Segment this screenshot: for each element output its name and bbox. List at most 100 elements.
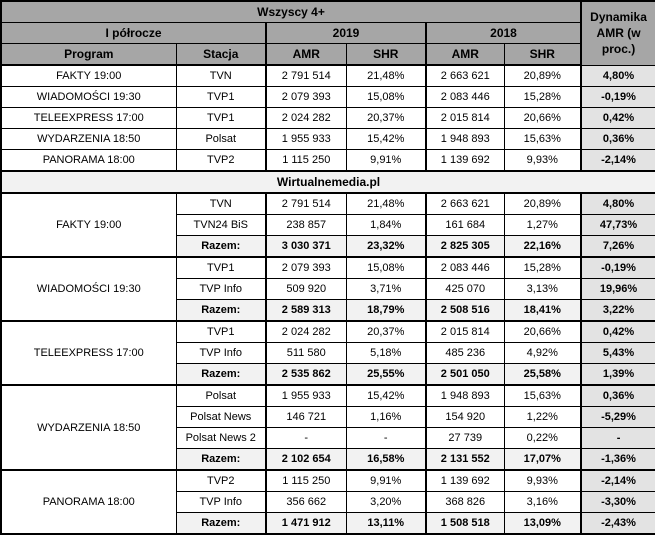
shr-2019-cell: 9,91% <box>345 469 427 492</box>
program-cell: WYDARZENIA 18:50 <box>0 384 177 471</box>
station-cell: TVN24 BiS <box>175 214 267 236</box>
amr-2019-cell: 2 102 654 <box>265 448 347 471</box>
amr-2018-cell: 2 825 305 <box>425 235 505 258</box>
amr-2019-cell: 2 791 514 <box>265 64 347 87</box>
amr-2018-cell: 2 083 446 <box>425 86 505 108</box>
group-wydarzenia-total-row: Razem: 2 102 654 16,58% 2 131 552 17,07%… <box>1 448 655 471</box>
shr-2019-cell: 13,11% <box>345 512 427 535</box>
shr-2018-cell: 3,13% <box>503 278 582 300</box>
shr-2018-cell: 22,16% <box>503 235 582 258</box>
group-teleexpress-row: TELEEXPRESS 17:00 TVP1 2 024 282 20,37% … <box>0 320 655 386</box>
program-cell: FAKTY 19:00 <box>0 192 177 258</box>
shr-2018-cell: 4,92% <box>503 342 582 364</box>
shr-2019-cell: 1,84% <box>345 214 427 236</box>
shr-2018-cell: 15,28% <box>503 256 582 279</box>
group-fakty-total-row: Razem: 3 030 371 23,32% 2 825 305 22,16%… <box>1 235 655 258</box>
amr-2018-cell: 1 948 893 <box>425 128 505 150</box>
shr-2019-cell: 15,42% <box>345 384 427 407</box>
shr-2018-cell: 1,27% <box>503 214 582 236</box>
shr-2019-cell: 21,48% <box>345 192 427 215</box>
amr-2019-cell: 146 721 <box>265 406 347 428</box>
shr-2018-cell: 3,16% <box>503 491 582 513</box>
source-row: Wirtualnemedia.pl <box>0 170 655 194</box>
amr-2019-cell: 1 115 250 <box>265 149 347 172</box>
group-fakty-row: TVN24 BiS 238 857 1,84% 161 684 1,27% 47… <box>1 214 655 236</box>
station-cell: TVN <box>175 192 267 215</box>
shr-2019-cell: 15,08% <box>345 86 427 108</box>
shr-2018-cell: 20,66% <box>503 320 582 343</box>
dynamics-cell: -2,14% <box>580 149 655 172</box>
amr-2019-cell: 511 580 <box>265 342 347 364</box>
shr-2018-cell: 9,93% <box>503 469 582 492</box>
dynamics-cell: 0,36% <box>580 128 655 150</box>
shr-2019-cell: 16,58% <box>345 448 427 471</box>
amr-2018-cell: 2 663 621 <box>425 64 505 87</box>
audience-header: Wszyscy 4+ <box>0 0 582 23</box>
station-cell: TVP Info <box>175 342 267 364</box>
program-cell: WIADOMOŚCI 19:30 <box>0 86 177 108</box>
shr-2019-cell: 1,16% <box>345 406 427 428</box>
station-cell: TVP2 <box>175 149 267 172</box>
shr-2018-cell: 0,22% <box>503 427 582 449</box>
dynamics-cell: -1,36% <box>580 448 655 471</box>
dynamics-cell: 4,80% <box>580 64 655 87</box>
amr-2018-cell: 1 139 692 <box>425 149 505 172</box>
total-label-cell: Razem: <box>175 235 267 258</box>
group-teleexpress-total-row: Razem: 2 535 862 25,55% 2 501 050 25,58%… <box>1 363 655 386</box>
amr-2019-cell: 2 791 514 <box>265 192 347 215</box>
shr-2018-column-header: SHR <box>503 43 582 66</box>
shr-2019-cell: 21,48% <box>345 64 427 87</box>
station-cell: TVP Info <box>175 491 267 513</box>
shr-2019-cell: - <box>345 427 427 449</box>
group-wiadomosci-row: TVP Info 509 920 3,71% 425 070 3,13% 19,… <box>1 278 655 300</box>
amr-2019-cell: 1 115 250 <box>265 469 347 492</box>
shr-2018-cell: 20,66% <box>503 107 582 129</box>
shr-2018-cell: 17,07% <box>503 448 582 471</box>
total-label-cell: Razem: <box>175 512 267 535</box>
station-cell: Polsat News <box>175 406 267 428</box>
amr-2019-cell: 2 024 282 <box>265 107 347 129</box>
amr-2018-cell: 2 663 621 <box>425 192 505 215</box>
audience-header-row: Wszyscy 4+ Dynamika AMR (w proc.) <box>0 0 655 66</box>
amr-2019-cell: 356 662 <box>265 491 347 513</box>
program-cell: FAKTY 19:00 <box>0 64 177 87</box>
program-cell: PANORAMA 18:00 <box>0 469 177 535</box>
dynamics-cell: 47,73% <box>580 214 655 236</box>
column-header-row: Program Stacja AMR SHR AMR SHR <box>0 43 655 66</box>
amr-2019-cell: 509 920 <box>265 278 347 300</box>
amr-2018-cell: 485 236 <box>425 342 505 364</box>
amr-2018-cell: 368 826 <box>425 491 505 513</box>
amr-2019-cell: 1 471 912 <box>265 512 347 535</box>
amr-2018-column-header: AMR <box>425 43 505 66</box>
amr-2018-cell: 425 070 <box>425 278 505 300</box>
station-cell: TVP1 <box>175 256 267 279</box>
dynamics-cell: 1,39% <box>580 363 655 386</box>
amr-2018-cell: 154 920 <box>425 406 505 428</box>
group-wydarzenia-row: WYDARZENIA 18:50 Polsat 1 955 933 15,42%… <box>0 384 655 471</box>
program-cell: WIADOMOŚCI 19:30 <box>0 256 177 322</box>
dynamics-column-header: Dynamika AMR (w proc.) <box>580 0 655 66</box>
dynamics-cell: -5,29% <box>580 406 655 428</box>
station-column-header: Stacja <box>175 43 267 66</box>
amr-2018-cell: 2 015 814 <box>425 107 505 129</box>
program-cell: WYDARZENIA 18:50 <box>0 128 177 150</box>
total-label-cell: Razem: <box>175 363 267 386</box>
shr-2019-cell: 20,37% <box>345 320 427 343</box>
shr-2018-cell: 13,09% <box>503 512 582 535</box>
amr-2018-cell: 1 948 893 <box>425 384 505 407</box>
station-cell: TVP2 <box>175 469 267 492</box>
shr-2018-cell: 15,28% <box>503 86 582 108</box>
shr-2018-cell: 20,89% <box>503 64 582 87</box>
amr-2019-cell: 3 030 371 <box>265 235 347 258</box>
dynamics-cell: -3,30% <box>580 491 655 513</box>
dynamics-cell: 0,42% <box>580 320 655 343</box>
shr-2019-cell: 9,91% <box>345 149 427 172</box>
amr-2019-column-header: AMR <box>265 43 347 66</box>
station-cell: Polsat <box>175 384 267 407</box>
group-wiadomosci-row: WIADOMOŚCI 19:30 TVP1 2 079 393 15,08% 2… <box>0 256 655 322</box>
amr-2019-cell: 2 024 282 <box>265 320 347 343</box>
amr-2019-cell: 1 955 933 <box>265 128 347 150</box>
shr-2019-cell: 3,20% <box>345 491 427 513</box>
